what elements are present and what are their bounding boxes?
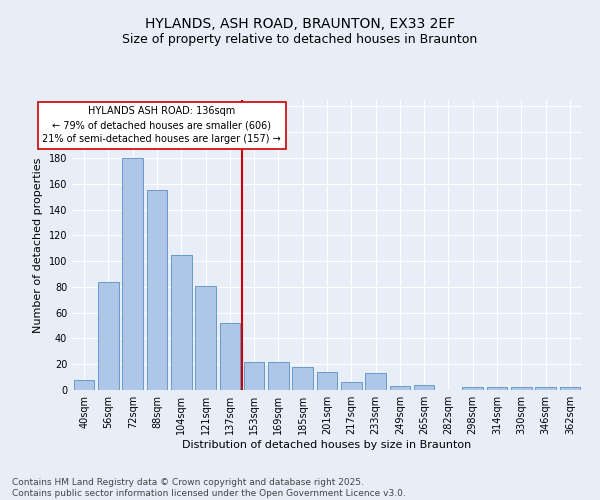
Bar	[463, 388, 483, 390]
Bar	[292, 367, 313, 390]
Bar	[220, 323, 240, 390]
Bar	[365, 373, 386, 390]
Text: Size of property relative to detached houses in Braunton: Size of property relative to detached ho…	[122, 32, 478, 46]
Text: HYLANDS ASH ROAD: 136sqm
← 79% of detached houses are smaller (606)
21% of semi-: HYLANDS ASH ROAD: 136sqm ← 79% of detach…	[43, 106, 281, 144]
X-axis label: Distribution of detached houses by size in Braunton: Distribution of detached houses by size …	[182, 440, 472, 450]
Bar	[317, 372, 337, 390]
Bar	[122, 158, 143, 390]
Text: HYLANDS, ASH ROAD, BRAUNTON, EX33 2EF: HYLANDS, ASH ROAD, BRAUNTON, EX33 2EF	[145, 18, 455, 32]
Bar	[195, 286, 216, 390]
Text: Contains HM Land Registry data © Crown copyright and database right 2025.
Contai: Contains HM Land Registry data © Crown c…	[12, 478, 406, 498]
Y-axis label: Number of detached properties: Number of detached properties	[33, 158, 43, 332]
Bar	[487, 388, 508, 390]
Bar	[341, 382, 362, 390]
Bar	[414, 385, 434, 390]
Bar	[535, 388, 556, 390]
Bar	[146, 190, 167, 390]
Bar	[244, 362, 265, 390]
Bar	[511, 388, 532, 390]
Bar	[98, 282, 119, 390]
Bar	[389, 386, 410, 390]
Bar	[74, 380, 94, 390]
Bar	[560, 388, 580, 390]
Bar	[268, 362, 289, 390]
Bar	[171, 254, 191, 390]
